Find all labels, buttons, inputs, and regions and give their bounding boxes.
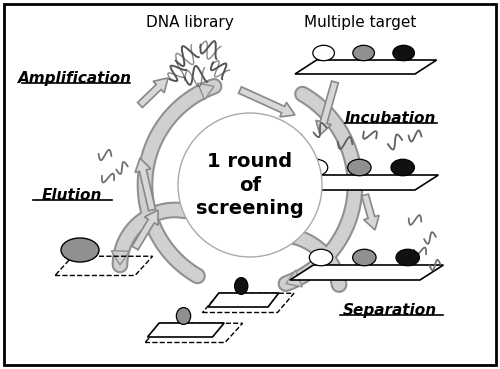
FancyArrow shape bbox=[316, 81, 338, 135]
Ellipse shape bbox=[348, 159, 371, 176]
Polygon shape bbox=[208, 293, 279, 307]
Ellipse shape bbox=[313, 45, 334, 61]
FancyArrow shape bbox=[112, 251, 130, 265]
FancyArrow shape bbox=[132, 210, 158, 250]
Polygon shape bbox=[290, 265, 444, 280]
Circle shape bbox=[178, 113, 322, 257]
Ellipse shape bbox=[353, 45, 374, 61]
Ellipse shape bbox=[234, 277, 248, 294]
Ellipse shape bbox=[61, 238, 99, 262]
Ellipse shape bbox=[310, 249, 332, 266]
Text: Amplification: Amplification bbox=[18, 70, 132, 86]
Ellipse shape bbox=[176, 308, 190, 324]
Ellipse shape bbox=[393, 45, 414, 61]
Polygon shape bbox=[148, 323, 224, 337]
Ellipse shape bbox=[391, 159, 414, 176]
Text: Separation: Separation bbox=[343, 303, 437, 317]
Text: Multiple target: Multiple target bbox=[304, 14, 416, 30]
FancyArrow shape bbox=[138, 78, 168, 107]
FancyArrow shape bbox=[280, 226, 294, 244]
Ellipse shape bbox=[396, 249, 419, 266]
FancyArrow shape bbox=[198, 83, 214, 100]
Text: 1 round
of
screening: 1 round of screening bbox=[196, 152, 304, 218]
Text: Elution: Elution bbox=[42, 187, 102, 203]
Polygon shape bbox=[285, 175, 438, 190]
FancyArrow shape bbox=[286, 270, 302, 287]
FancyArrow shape bbox=[135, 158, 156, 211]
Polygon shape bbox=[295, 60, 436, 74]
FancyArrow shape bbox=[238, 87, 295, 117]
Ellipse shape bbox=[304, 159, 328, 176]
Ellipse shape bbox=[352, 249, 376, 266]
Text: Incubation: Incubation bbox=[344, 110, 436, 125]
FancyArrow shape bbox=[362, 194, 379, 230]
Text: DNA library: DNA library bbox=[146, 14, 234, 30]
